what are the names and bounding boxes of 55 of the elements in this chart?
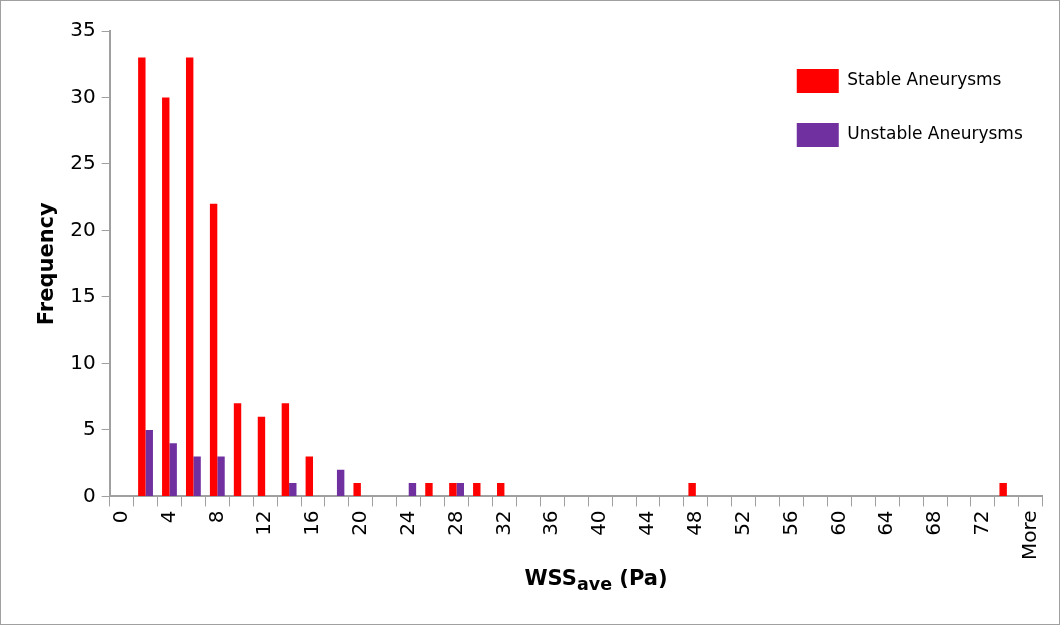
bar <box>233 403 242 496</box>
bar <box>999 483 1007 496</box>
x-tick-label: 32 <box>490 510 515 536</box>
x-tick-label: 4 <box>155 510 180 524</box>
bar <box>305 456 314 496</box>
legend-label: Stable Aneurysms <box>847 69 1002 90</box>
y-tick-label: 0 <box>82 482 96 507</box>
bar <box>353 483 361 496</box>
bar <box>289 483 297 496</box>
bar <box>281 403 290 496</box>
bar <box>169 443 177 496</box>
bar <box>336 469 345 496</box>
x-tick-label: 72 <box>969 510 994 536</box>
bar <box>138 57 146 496</box>
x-tick-label: 52 <box>729 510 754 536</box>
bar <box>185 57 194 496</box>
x-tick-label: 20 <box>347 510 372 536</box>
bar <box>209 203 218 496</box>
bar <box>408 483 417 496</box>
x-tick-label: 24 <box>394 510 419 536</box>
bar <box>257 416 266 496</box>
bar <box>193 456 201 496</box>
y-tick-label: 25 <box>70 150 96 175</box>
y-tick-label: 10 <box>70 349 96 374</box>
legend-label: Unstable Aneurysms <box>847 123 1023 144</box>
bar <box>473 483 481 496</box>
x-tick-label: 44 <box>634 510 659 536</box>
y-tick-label: 20 <box>70 216 96 241</box>
bar <box>456 483 464 496</box>
bar <box>425 483 433 496</box>
x-tick-label: 56 <box>777 510 802 536</box>
y-tick-label: 5 <box>82 416 96 441</box>
bar <box>688 483 696 496</box>
x-tick-label: 16 <box>299 510 324 536</box>
bar <box>162 97 170 496</box>
x-tick-label: 0 <box>107 510 132 524</box>
x-tick-label: 40 <box>586 510 611 536</box>
bar <box>217 456 225 496</box>
y-tick-label: 15 <box>70 283 96 308</box>
x-tick-label: 36 <box>538 510 563 536</box>
x-tick-label: 64 <box>873 510 898 536</box>
bar <box>449 483 457 496</box>
y-tick-label: 35 <box>70 17 96 42</box>
x-tick-label: 8 <box>203 510 228 524</box>
y-tick-label: 30 <box>70 83 96 108</box>
x-tick-label: More <box>1017 510 1041 561</box>
bar <box>497 483 505 496</box>
x-tick-label: 68 <box>921 510 946 536</box>
x-tick-label: 48 <box>682 510 707 536</box>
bar <box>145 429 153 496</box>
y-axis-title: Frequency <box>34 201 59 326</box>
x-tick-label: 60 <box>825 510 850 536</box>
x-axis-title: WSS$_{ave}$ (Pa) <box>523 566 669 595</box>
x-tick-label: 12 <box>251 510 276 536</box>
x-tick-label: 28 <box>442 510 467 536</box>
